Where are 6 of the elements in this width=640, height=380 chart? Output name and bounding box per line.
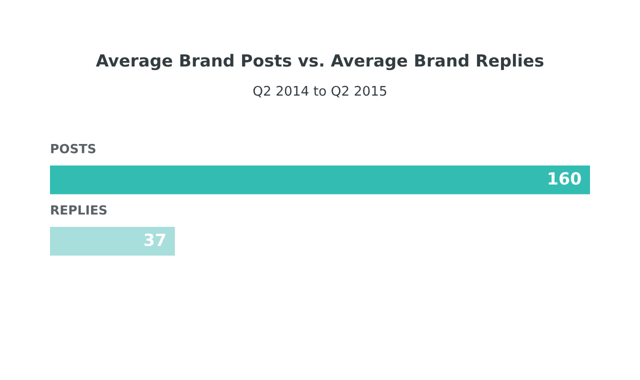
data-label: 160 bbox=[548, 172, 581, 185]
chart-title: Average Brand Posts vs. Average Brand Replies bbox=[96, 54, 544, 70]
data-label: 37 bbox=[144, 233, 166, 246]
chart-subtitle: Q2 2014 to Q2 2015 bbox=[253, 86, 386, 98]
y-tick-label: REPLIES bbox=[51, 205, 107, 215]
y-tick-label: POSTS bbox=[51, 144, 96, 154]
